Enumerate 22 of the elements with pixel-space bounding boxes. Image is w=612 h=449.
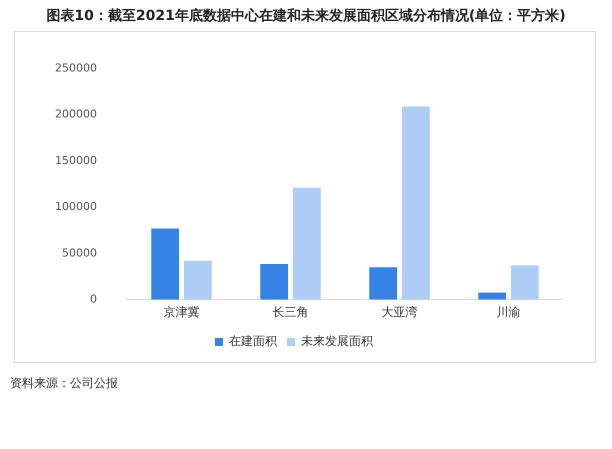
x-tick-label: 京津冀: [163, 304, 200, 319]
y-tick-label: 200000: [54, 108, 97, 121]
bar: [478, 292, 506, 300]
bar: [402, 106, 430, 300]
text: 资料来源：公司公报: [10, 375, 119, 392]
bar: [292, 188, 321, 300]
bar: [260, 264, 288, 300]
y-tick-label: 0: [90, 292, 97, 306]
x-tick-label: 川渝: [496, 304, 520, 319]
bar: [369, 267, 398, 300]
bar: [184, 260, 212, 300]
y-tick-label: 100000: [54, 200, 97, 214]
legend-label: 未来发展面积: [301, 334, 373, 348]
bar: [151, 228, 180, 300]
chart-title: 图表10：截至2021年底数据中心在建和未来发展面积区域分布情况(单位：平方米): [45, 8, 567, 25]
x-tick-label: 大亚湾: [381, 304, 418, 319]
y-tick-label: 250000: [54, 61, 97, 74]
y-tick-label: 150000: [54, 154, 97, 167]
legend-label: 在建面积: [229, 334, 277, 348]
x-tick-label: 长三角: [272, 304, 308, 319]
bar: [510, 265, 539, 300]
y-tick-label: 50000: [62, 246, 97, 260]
